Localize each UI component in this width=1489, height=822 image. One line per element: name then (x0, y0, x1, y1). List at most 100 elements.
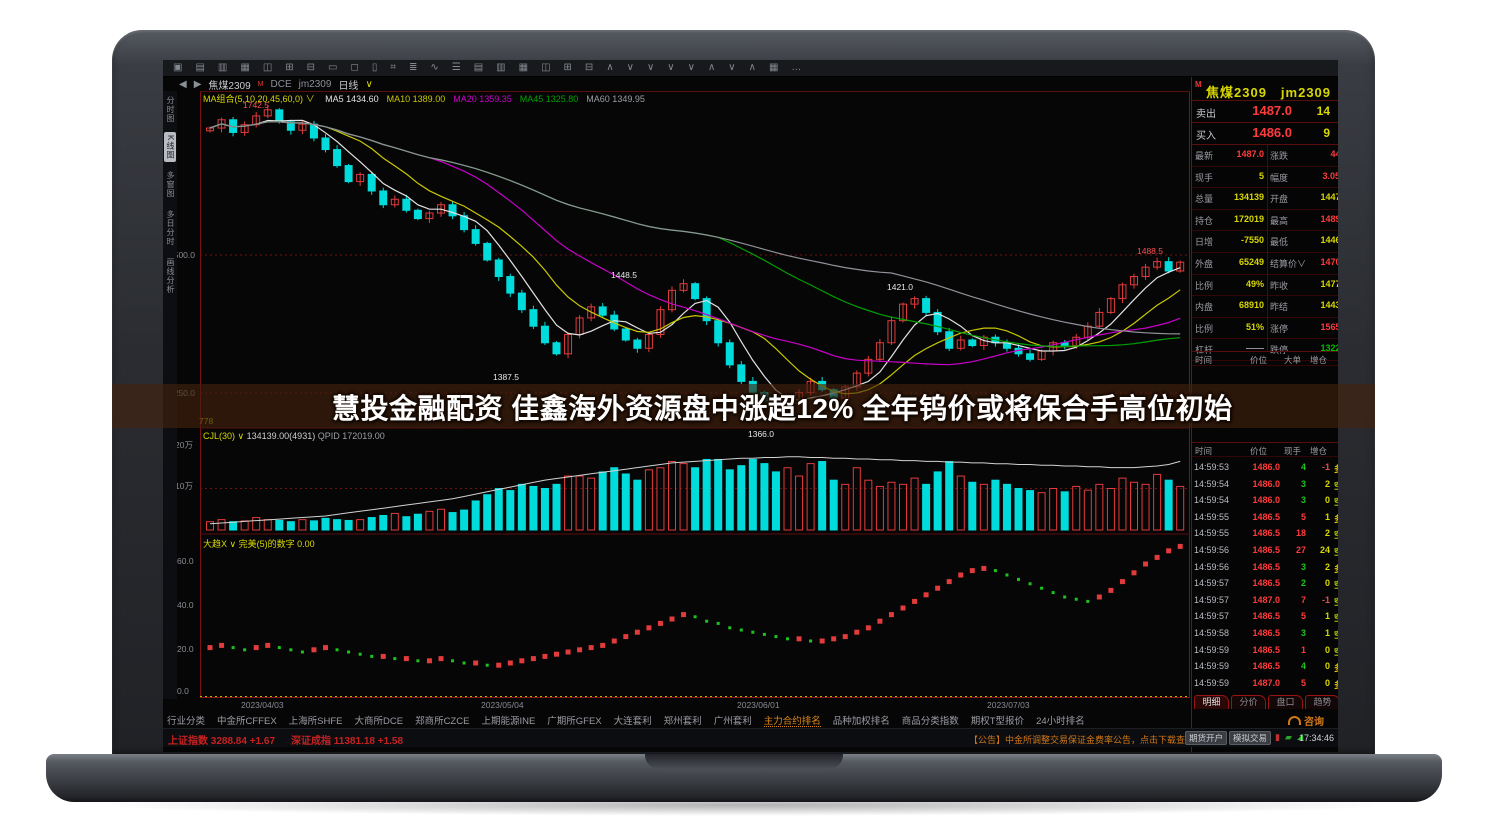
exchange-tab-主力合约排名[interactable]: 主力合约排名 (763, 713, 821, 727)
exchange-tab-行业分类[interactable]: 行业分类 (167, 716, 206, 727)
trade-row-7[interactable]: 14:59:57 1486.5 2 0空 (1192, 575, 1338, 592)
trade-time: 14:59:58 (1194, 627, 1230, 638)
stat-value-最低: 1446.0 (1320, 235, 1338, 246)
open-account-button[interactable]: 期货开户 (1185, 731, 1227, 745)
toolbar-icon-10[interactable]: ⌗ (390, 62, 396, 73)
view-tab-多窗图[interactable]: 多窗图 (166, 171, 175, 199)
trade-time: 14:59:55 (1194, 528, 1230, 539)
bid-row[interactable]: 买入 1486.0 9 (1192, 122, 1338, 145)
toolbar-icon-1[interactable]: ▤ (195, 62, 205, 73)
cjl-label[interactable]: CJL(30) (203, 431, 236, 441)
ma-dropdown-icon[interactable]: ∨ (305, 94, 315, 104)
trade-row-1[interactable]: 14:59:54 1486.0 3 2空 (1192, 476, 1338, 493)
toolbar-icon-23[interactable]: ∨ (667, 62, 675, 73)
panel-tab-趋势[interactable]: 趋势 (1305, 695, 1338, 709)
trade-time: 14:59:56 (1194, 561, 1230, 572)
ask-row[interactable]: 卖出 1487.0 14 (1192, 100, 1338, 123)
toolbar-icon-22[interactable]: ∨ (646, 62, 655, 73)
trade-row-2[interactable]: 14:59:54 1486.0 3 0空 (1192, 492, 1338, 509)
trade-chg: 2 (1324, 478, 1330, 489)
toolbar-icon-25[interactable]: ∧ (707, 62, 716, 73)
toolbar-icon-2[interactable]: ▥ (217, 62, 228, 73)
trade-chg: 0 (1324, 495, 1330, 506)
toolbar-icon-26[interactable]: ∨ (728, 62, 736, 73)
stat-row-8: 比例 51% 涨停 1565.0 (1192, 318, 1338, 340)
toolbar-icon-19[interactable]: ⊟ (584, 62, 594, 73)
trade-row-9[interactable]: 14:59:57 1486.5 5 1空 (1192, 608, 1338, 625)
toolbar-icon-14[interactable]: ▤ (473, 62, 484, 73)
trade-row-10[interactable]: 14:59:58 1486.5 3 1空 (1192, 625, 1338, 642)
panel-tab-盘口[interactable]: 盘口 (1268, 695, 1303, 709)
wave-dropdown-icon[interactable]: ∨ (229, 539, 237, 549)
toolbar-icon-27[interactable]: ∧ (748, 62, 756, 73)
period-dropdown-icon[interactable]: ∨ (365, 79, 373, 90)
trade-row-13[interactable]: 14:59:59 1487.0 5 0多 (1192, 675, 1338, 692)
toolbar-icon-28[interactable]: ▦ (768, 62, 779, 73)
toolbar-icon-0[interactable]: ▣ (173, 62, 183, 73)
toolbar-icon-15[interactable]: ▥ (496, 62, 506, 73)
exchange-tab-中金所CFFEX[interactable]: 中金所CFFEX (217, 716, 277, 727)
cjl-dropdown-icon[interactable]: ∨ (237, 431, 245, 441)
wave-indicator-header[interactable]: 大趋X ∨ 完美(5)的数字 0.00 (203, 537, 315, 550)
exchange-tab-上期能源INE[interactable]: 上期能源INE (481, 716, 536, 727)
toolbar-icon-13[interactable]: ☰ (451, 62, 461, 73)
toolbar-icon-18[interactable]: ⊞ (563, 62, 572, 73)
trade-row-0[interactable]: 14:59:53 1486.0 4 -1 多 (1192, 459, 1338, 476)
exchange-tab-品种加权排名[interactable]: 品种加权排名 (832, 716, 890, 727)
col-header-价位: 价位 (1250, 446, 1268, 456)
trade-row-4[interactable]: 14:59:55 1486.5 18 2空 (1192, 525, 1338, 542)
volume-indicator-header[interactable]: CJL(30) ∨ 134139.00(4931) QPID 172019.00 (203, 431, 385, 442)
toolbar-icon-5[interactable]: ⊞ (285, 62, 294, 73)
view-tab-画线分析[interactable]: 画线分析 (166, 258, 175, 295)
view-tab-分时图[interactable]: 分时图 (166, 96, 175, 123)
exchange-tab-期权T型报价[interactable]: 期权T型报价 (970, 716, 1025, 727)
nav-forward-icon[interactable]: ▶ (193, 79, 202, 90)
period-selector[interactable]: 日线 (338, 81, 359, 92)
toolbar-icon-6[interactable]: ⊟ (306, 62, 316, 73)
demo-trade-button[interactable]: 模拟交易 (1229, 731, 1271, 745)
ma-label[interactable]: MA组合(5,10,20,45,60,0) (203, 94, 304, 104)
big-orders-table-header: 时间价位大单增仓开 (1192, 351, 1338, 366)
status-bar: 上证指数 3288.84 +1.67 深证成指 11381.18 +1.58 【… (163, 728, 1338, 747)
trade-row-11[interactable]: 14:59:59 1486.5 1 0空 (1192, 642, 1338, 659)
exchange-tab-上海所SHFE[interactable]: 上海所SHFE (288, 716, 343, 727)
view-tab-多日分时[interactable]: 多日分时 (166, 210, 175, 247)
price-chart[interactable] (200, 91, 1190, 698)
view-tab-K线图[interactable]: K线图 (164, 132, 176, 163)
trade-row-3[interactable]: 14:59:55 1486.5 5 1多 (1192, 509, 1338, 526)
exchange-tab-郑州套利[interactable]: 郑州套利 (663, 716, 702, 727)
toolbar-icon-20[interactable]: ∧ (606, 62, 614, 73)
nav-back-icon[interactable]: ◀ (179, 79, 187, 90)
exchange-tab-24小时排名[interactable]: 24小时排名 (1036, 716, 1085, 727)
toolbar-icon-21[interactable]: ∨ (626, 62, 634, 73)
toolbar-icon-7[interactable]: ▭ (328, 62, 338, 73)
toolbar-icon-11[interactable]: ≣ (408, 62, 418, 73)
toolbar-icon-16[interactable]: ▦ (518, 62, 529, 73)
panel-tab-明细[interactable]: 明细 (1194, 695, 1229, 709)
toolbar-icon-29[interactable]: … (791, 62, 802, 73)
exchange-tab-商品分类指数[interactable]: 商品分类指数 (901, 716, 959, 727)
toolbar-icon-4[interactable]: ◫ (262, 62, 273, 73)
ma-indicator-header[interactable]: MA组合(5,10,20,45,60,0) ∨ MA5 1434.60 MA10 … (203, 92, 645, 105)
exchange-tab-大商所DCE[interactable]: 大商所DCE (354, 716, 404, 727)
toolbar-icon-17[interactable]: ◫ (541, 62, 551, 73)
announcement-text[interactable]: 【公告】中金所调整交易保证金费率公告，点击下载查看 (969, 735, 1195, 745)
toolbar-icon-9[interactable]: ▯ (371, 62, 378, 73)
panel-tab-分价[interactable]: 分价 (1231, 695, 1266, 709)
toolbar-icon-12[interactable]: ∿ (430, 62, 439, 73)
trade-row-6[interactable]: 14:59:56 1486.5 3 2多 (1192, 559, 1338, 576)
trade-row-12[interactable]: 14:59:59 1486.5 4 0多 (1192, 658, 1338, 675)
wave-label[interactable]: 大趋X (203, 539, 228, 549)
exchange-tab-广期所GFEX[interactable]: 广期所GFEX (547, 716, 602, 727)
exchange-tab-大连套利[interactable]: 大连套利 (613, 716, 652, 727)
exchange-tab-广州套利[interactable]: 广州套利 (713, 716, 752, 727)
toolbar-icon-3[interactable]: ▦ (240, 62, 250, 73)
service-link[interactable]: 咨询 (1288, 713, 1324, 728)
axis-label-20万: 20万 (175, 440, 193, 450)
exchange-tab-郑商所CZCE[interactable]: 郑商所CZCE (415, 716, 470, 727)
toolbar-icon-24[interactable]: ∨ (687, 62, 695, 73)
trade-row-5[interactable]: 14:59:56 1486.5 27 24 空 (1192, 542, 1338, 559)
toolbar-icon-8[interactable]: ◻ (350, 62, 359, 73)
ma-values: MA5 1434.60 MA10 1389.00 MA20 1359.35 MA45 … (317, 94, 645, 104)
trade-row-8[interactable]: 14:59:57 1487.0 7 -1 空 (1192, 592, 1338, 609)
